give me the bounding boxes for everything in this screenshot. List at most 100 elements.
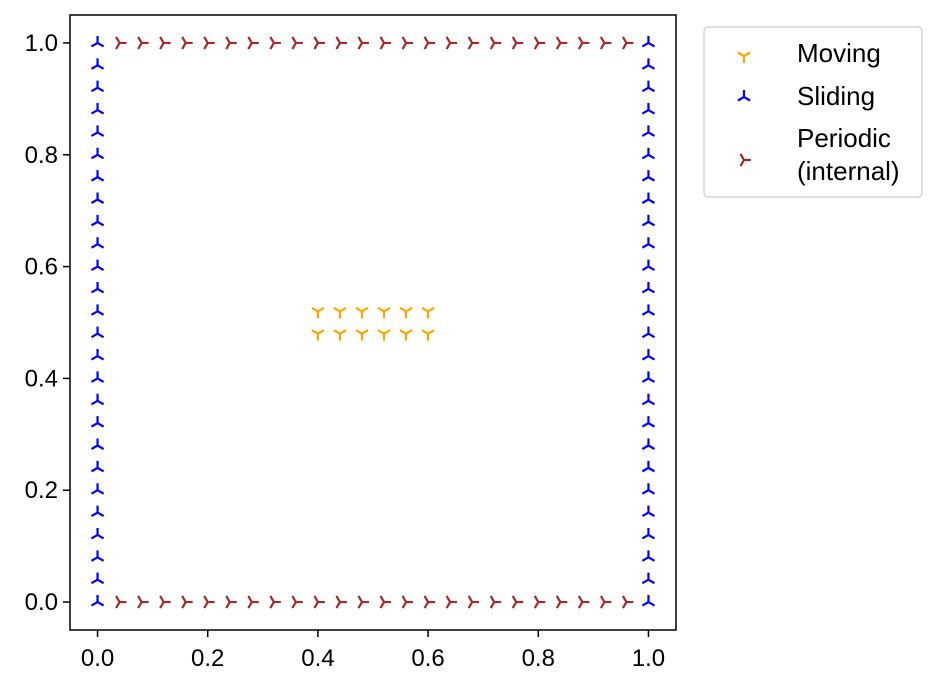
data-point [137,36,149,50]
data-point [641,259,656,272]
data-point [90,349,105,361]
data-point [555,595,568,609]
legend-label: Moving [797,38,881,68]
data-point [641,192,656,204]
data-point [399,329,413,341]
data-point [90,192,105,204]
y-tick-label: 0.8 [25,142,58,169]
data-point [641,35,656,48]
points-layer [90,35,656,609]
data-point [269,595,281,609]
data-point [90,259,105,272]
data-point [641,483,656,495]
x-tick-label: 0.0 [81,645,114,672]
data-point [641,438,656,450]
data-point [641,80,656,93]
data-point [90,505,105,518]
data-point [181,36,193,50]
data-point [357,36,369,50]
data-point [379,595,392,609]
data-point [641,505,656,518]
data-point [333,329,347,341]
legend-frame [703,26,923,198]
data-point [333,306,347,319]
data-point [115,595,127,609]
data-point [421,329,435,341]
data-point [445,595,458,609]
data-point [90,550,105,562]
data-point [421,306,435,319]
y-tick-label: 1.0 [25,30,58,57]
data-point [90,371,105,383]
data-point [90,326,105,339]
legend-label: Periodic [797,123,891,153]
x-tick-label: 0.2 [191,645,224,672]
legend: Moving Sliding Periodic(internal) [703,26,923,198]
data-point [90,281,105,294]
data-point [399,306,413,319]
data-point [641,58,656,70]
data-point [203,595,215,609]
data-point [599,36,612,50]
data-point [641,170,656,182]
data-point [355,306,369,319]
data-point [90,438,105,450]
data-point [621,595,634,609]
data-point [621,36,634,50]
legend-label: Sliding [797,81,875,111]
legend-label: (internal) [797,156,900,186]
data-point [511,36,524,50]
data-point [423,36,436,50]
data-point [90,214,105,227]
data-point [641,416,656,428]
data-point [311,329,325,341]
data-point [311,306,325,319]
data-point [90,483,105,495]
data-point [159,36,171,50]
data-point [641,572,656,585]
data-point [225,595,237,609]
y-axis: 0.0 0.2 0.4 0.6 0.8 1.0 [25,30,70,616]
data-point [247,36,259,50]
y-tick-label: 0.0 [25,589,58,616]
data-point [90,35,105,48]
data-point [313,36,325,50]
data-point [90,103,105,115]
data-point [641,550,656,562]
data-point [445,36,458,50]
data-point [90,393,105,406]
data-point [641,103,656,115]
data-point [335,595,347,609]
data-point [401,595,414,609]
data-point [313,595,325,609]
data-point [90,58,105,70]
data-point [379,36,392,50]
plot-frame [69,14,677,631]
data-point [489,595,502,609]
data-point [90,572,105,585]
data-point [641,527,656,540]
y-tick-label: 0.4 [25,365,58,392]
data-point [90,147,105,160]
data-point [511,595,524,609]
x-tick-label: 0.6 [411,645,444,672]
data-point [641,147,656,160]
data-point [137,595,149,609]
data-point [225,36,237,50]
y-tick-label: 0.2 [25,477,58,504]
data-point [90,125,105,137]
y-tick-label: 0.6 [25,254,58,281]
data-point [641,326,656,339]
x-axis: 0.0 0.2 0.4 0.6 0.8 1.0 [81,630,665,672]
data-point [555,36,568,50]
x-tick-label: 0.4 [301,645,334,672]
data-point [423,595,436,609]
data-point [577,36,590,50]
data-point [90,170,105,182]
data-point [641,304,656,316]
data-point [641,460,656,473]
x-tick-label: 1.0 [632,645,665,672]
data-point [533,36,546,50]
data-point [641,214,656,227]
